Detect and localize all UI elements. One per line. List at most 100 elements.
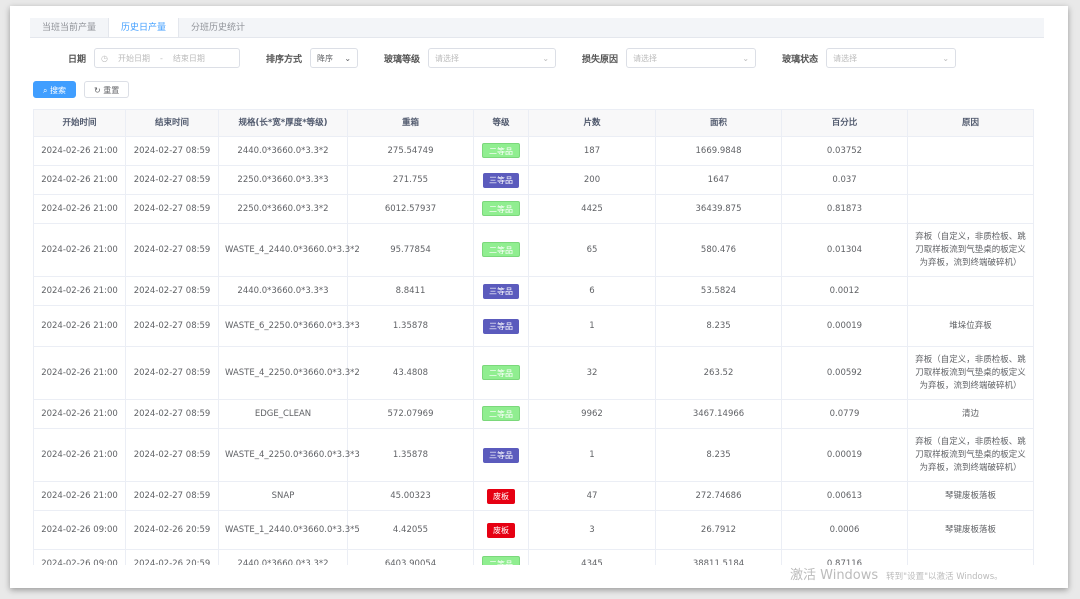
column-header: 规格(长*宽*厚度*等级) xyxy=(218,109,348,137)
table-cell: 3 xyxy=(528,510,656,550)
table-cell: 废板 xyxy=(473,481,529,511)
column-header: 结束时间 xyxy=(125,109,219,137)
table-cell: 2024-02-27 08:59 xyxy=(125,399,219,429)
watermark-subtitle: 转到"设置"以激活 Windows。 xyxy=(886,572,1003,582)
table-row: 2024-02-26 21:00 2024-02-27 08:59 2440.0*3… xyxy=(33,136,1034,166)
date-start[interactable]: 开始日期 xyxy=(118,53,150,63)
table-cell: 26.7912 xyxy=(655,510,782,550)
table-cell: 废板 xyxy=(473,510,529,550)
sort-value: 降序 xyxy=(317,53,334,63)
reset-label: 重置 xyxy=(103,85,120,95)
table-cell: 弃板（自定义，非质检板、跳刀取样板流到气垫桌的板定义为弃板，流到终端破碎机） xyxy=(907,223,1034,277)
grade-badge: 二等品 xyxy=(482,143,520,158)
table-cell: 2024-02-27 08:59 xyxy=(125,346,219,400)
table-cell: 6 xyxy=(528,276,656,306)
table-cell: 2440.0*3660.0*3.3*2 xyxy=(218,549,348,565)
status-select[interactable]: 请选择 ⌄ xyxy=(826,48,957,68)
table-cell: 0.0779 xyxy=(781,399,908,429)
grade-badge: 三等品 xyxy=(483,283,519,299)
watermark-title: 激活 Windows xyxy=(790,568,879,583)
production-table: 开始时间 结束时间 规格(长*宽*厚度*等级) 重箱 等级 片数 面积 百分比 原因 2024-… xyxy=(33,109,1034,565)
sort-select[interactable]: 降序 ⌄ xyxy=(310,48,359,68)
table-row: 2024-02-26 21:00 2024-02-27 08:59 WASTE_4_… xyxy=(33,223,1034,277)
table-cell: 2024-02-26 09:00 xyxy=(33,510,126,550)
column-header: 开始时间 xyxy=(33,109,126,137)
grade-select[interactable]: 请选择 ⌄ xyxy=(428,48,557,68)
table-cell: WASTE_1_2440.0*3660.0*3.3*5 xyxy=(218,510,360,550)
table-cell: 2024-02-27 08:59 xyxy=(125,194,219,224)
table-cell: 二等品 xyxy=(473,223,529,277)
table-cell: 32 xyxy=(528,346,656,400)
date-separator: - xyxy=(160,53,163,63)
table-row: 2024-02-26 21:00 2024-02-27 08:59 EDGE_CLE… xyxy=(33,399,1034,429)
loss-reason-select[interactable]: 请选择 ⌄ xyxy=(626,48,757,68)
table-cell: 2024-02-27 08:59 xyxy=(125,428,219,482)
grade-badge: 废板 xyxy=(487,488,515,504)
column-header: 片数 xyxy=(528,109,656,137)
table-row: 2024-02-26 21:00 2024-02-27 08:59 2440.0*3… xyxy=(33,276,1034,306)
table-cell: 二等品 xyxy=(473,194,529,224)
date-end[interactable]: 结束日期 xyxy=(172,53,205,63)
refresh-icon: ↻ xyxy=(94,85,104,95)
tab-history-daily[interactable]: 历史日产量 xyxy=(108,18,180,37)
table-cell: 9962 xyxy=(528,399,656,429)
table-cell: 38811.5184 xyxy=(655,549,782,565)
table-cell xyxy=(907,276,1034,306)
reset-button[interactable]: ↻ 重置 xyxy=(84,80,130,98)
table-cell: 2024-02-27 08:59 xyxy=(125,165,219,195)
table-cell: 6012.57937 xyxy=(347,194,474,224)
table-row: 2024-02-26 21:00 2024-02-27 08:59 2250.0*3… xyxy=(33,194,1034,224)
table-cell: SNAP xyxy=(218,481,348,511)
table-cell: 二等品 xyxy=(473,346,529,400)
table-row: 2024-02-26 09:00 2024-02-26 20:59 2440.0*3… xyxy=(33,549,1034,565)
table-cell: 65 xyxy=(528,223,656,277)
table-cell: 187 xyxy=(528,136,656,166)
table-cell: 8.235 xyxy=(655,305,782,347)
search-label: 搜索 xyxy=(50,85,67,95)
table-cell: 4425 xyxy=(528,194,656,224)
table-cell: 8.8411 xyxy=(347,276,474,306)
table-cell: 0.00019 xyxy=(781,428,908,482)
table-cell: 琴键废板落板 xyxy=(907,481,1034,511)
table-cell: 2440.0*3660.0*3.3*3 xyxy=(218,276,348,306)
table-cell: 弃板（自定义，非质检板、跳刀取样板流到气垫桌的板定义为弃板，流到终端破碎机） xyxy=(907,346,1034,400)
table-cell: 95.77854 xyxy=(347,223,474,277)
table-cell: 堆垛位弃板 xyxy=(907,305,1034,347)
loss-reason-label: 损失原因 xyxy=(582,54,619,65)
table-cell: 0.0006 xyxy=(781,510,908,550)
column-header: 面积 xyxy=(655,109,782,137)
tab-current-shift[interactable]: 当班当前产量 xyxy=(42,23,97,33)
table-cell: 2024-02-27 08:59 xyxy=(125,481,219,511)
loss-placeholder: 请选择 xyxy=(633,53,658,63)
grade-badge: 废板 xyxy=(487,522,515,538)
search-button[interactable]: ⌕ 搜索 xyxy=(33,80,77,98)
column-header: 重箱 xyxy=(347,109,474,137)
table-cell: 4345 xyxy=(528,549,656,565)
table-cell: 200 xyxy=(528,165,656,195)
table-cell: WASTE_4_2250.0*3660.0*3.3*3 xyxy=(218,428,360,482)
chevron-down-icon: ⌄ xyxy=(542,53,550,63)
column-header: 原因 xyxy=(907,109,1034,137)
table-cell: 二等品 xyxy=(473,399,529,429)
table-cell: 二等品 xyxy=(473,549,529,565)
table-cell: 1669.9848 xyxy=(655,136,782,166)
table-row: 2024-02-26 21:00 2024-02-27 08:59 WASTE_4_… xyxy=(33,428,1034,482)
table-cell: 0.01304 xyxy=(781,223,908,277)
tab-shift-history[interactable]: 分班历史统计 xyxy=(191,23,246,33)
grade-badge: 三等品 xyxy=(483,318,519,334)
status-label: 玻璃状态 xyxy=(782,54,819,65)
table-cell: 2024-02-26 21:00 xyxy=(33,136,126,166)
table-cell: 47 xyxy=(528,481,656,511)
date-range-picker[interactable]: ◷ 开始日期 - 结束日期 xyxy=(94,48,241,68)
window: 当班当前产量 历史日产量 分班历史统计 日期 ◷ 开始日期 - 结束日期 排序方… xyxy=(10,6,1068,588)
grade-badge: 三等品 xyxy=(483,447,519,463)
search-icon: ⌕ xyxy=(43,85,51,95)
table-cell: 2024-02-27 08:59 xyxy=(125,223,219,277)
table-cell: 2440.0*3660.0*3.3*2 xyxy=(218,136,348,166)
table-cell: 1.35878 xyxy=(347,305,474,347)
table-cell: 263.52 xyxy=(655,346,782,400)
table-cell: 2024-02-26 21:00 xyxy=(33,428,126,482)
table-cell: WASTE_4_2440.0*3660.0*3.3*2 xyxy=(218,223,360,277)
table-cell: 572.07969 xyxy=(347,399,474,429)
table-cell: 0.87116 xyxy=(781,549,908,565)
